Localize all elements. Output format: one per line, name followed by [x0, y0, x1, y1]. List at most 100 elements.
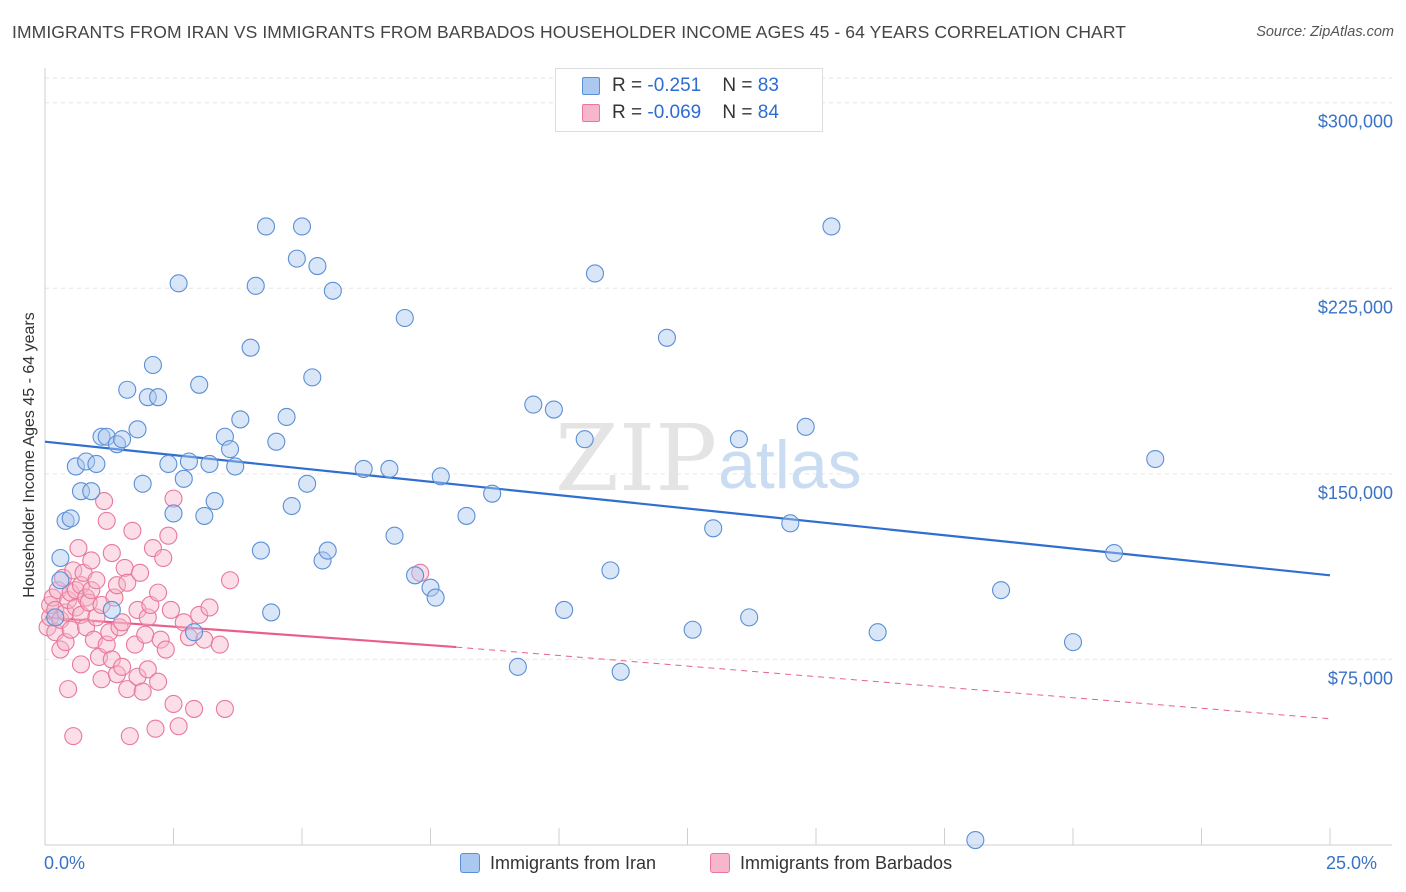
- iran-point: [781, 514, 800, 533]
- iran-point: [231, 410, 250, 429]
- barbados-point: [69, 539, 88, 558]
- bottom-legend-barbados: Immigrants from Barbados: [710, 853, 952, 874]
- iran-point: [46, 608, 65, 627]
- barbados-point: [118, 680, 137, 699]
- barbados-point: [169, 717, 188, 736]
- y-tick-label: $225,000: [1318, 297, 1393, 317]
- barbados-point: [190, 605, 209, 624]
- iran-point: [508, 657, 527, 676]
- iran-point: [683, 620, 702, 639]
- barbados-point: [133, 682, 152, 701]
- barbados-point: [53, 568, 73, 587]
- iran-point: [82, 482, 101, 501]
- barbados-point: [164, 489, 183, 508]
- iran-trend-line: [44, 440, 1331, 577]
- barbados-point: [138, 660, 157, 679]
- watermark-atlas: atlas: [718, 427, 862, 503]
- iran-point: [292, 217, 312, 236]
- barbados-point: [154, 548, 173, 568]
- iran-point: [92, 427, 111, 446]
- iran-point: [51, 571, 70, 590]
- barbados-point: [59, 591, 78, 610]
- barbados-point: [59, 680, 78, 699]
- iran-point: [426, 588, 445, 607]
- watermark: ZIP atlas: [555, 405, 862, 512]
- barbados-point: [87, 571, 106, 590]
- iran-point: [267, 432, 286, 451]
- barbados-point: [102, 543, 121, 563]
- iran-point: [966, 831, 985, 850]
- iran-point: [1105, 543, 1124, 563]
- barbados-point: [146, 719, 165, 738]
- iran-point: [991, 581, 1011, 600]
- barbados-point: [210, 635, 229, 654]
- iran-point: [61, 509, 80, 528]
- iran-point: [159, 454, 178, 474]
- legend-barbados-text: R = -0.069 N = 84: [612, 102, 779, 123]
- y-tick-label: $75,000: [1328, 668, 1393, 688]
- y-tick-label: $150,000: [1318, 483, 1393, 503]
- iran-point: [256, 217, 276, 236]
- barbados-point: [159, 526, 178, 545]
- barbados-point: [113, 613, 132, 632]
- iran-point: [107, 435, 127, 454]
- barbados-point: [100, 623, 119, 642]
- barbados-point: [164, 694, 183, 714]
- barbados-point: [185, 699, 204, 718]
- barbados-point: [149, 583, 168, 602]
- iran-point: [113, 430, 132, 449]
- barbados-point: [200, 598, 219, 617]
- barbados-point: [151, 630, 170, 649]
- iran-point: [303, 368, 322, 387]
- iran-point: [118, 380, 137, 399]
- watermark-zip: ZIP: [555, 405, 717, 512]
- iran-point: [143, 355, 162, 375]
- barbados-point: [215, 699, 234, 718]
- iran-point: [657, 328, 676, 347]
- iran-point: [66, 457, 85, 476]
- iran-point: [796, 417, 815, 436]
- barbados-point: [131, 563, 150, 582]
- barbados-point: [123, 521, 142, 540]
- iran-point: [822, 217, 841, 236]
- iran-point: [277, 407, 296, 427]
- barbados-point: [179, 628, 198, 647]
- iran-point: [601, 561, 620, 580]
- iran-point: [524, 395, 543, 414]
- iran-point: [97, 427, 116, 446]
- barbados-point: [156, 640, 175, 659]
- barbados-point: [97, 511, 116, 530]
- barbados-trend-line-dashed: [456, 646, 1331, 720]
- iran-point: [421, 578, 440, 597]
- barbados-legend-label: Immigrants from Barbados: [740, 853, 953, 873]
- iran-point: [740, 608, 759, 627]
- barbados-point: [136, 625, 155, 644]
- iran-point: [195, 506, 214, 525]
- barbados-point: [82, 581, 101, 600]
- iran-point: [555, 600, 574, 620]
- iran-point: [174, 469, 193, 488]
- chart-title: IMMIGRANTS FROM IRAN VS IMMIGRANTS FROM …: [12, 22, 1127, 42]
- x-tick-max: 25.0%: [1326, 853, 1378, 873]
- iran-point: [164, 504, 183, 523]
- iran-point: [56, 511, 75, 530]
- iran-point: [457, 506, 476, 525]
- iran-point: [298, 474, 317, 493]
- iran-point: [308, 256, 327, 276]
- iran-point: [729, 430, 748, 449]
- iran-point: [544, 400, 563, 419]
- gridlines: [45, 77, 1392, 660]
- iran-point: [395, 308, 414, 328]
- iran-point: [868, 623, 887, 642]
- iran-legend-swatch: [460, 853, 480, 873]
- barbados-point: [61, 620, 80, 639]
- barbados-point: [95, 492, 114, 511]
- iran-point: [179, 452, 198, 471]
- iran-point: [318, 541, 337, 560]
- iran-point: [1063, 633, 1083, 652]
- iran-point: [354, 459, 373, 478]
- barbados-point: [82, 551, 101, 570]
- iran-legend-label: Immigrants from Iran: [490, 853, 657, 873]
- barbados-points: [38, 489, 430, 746]
